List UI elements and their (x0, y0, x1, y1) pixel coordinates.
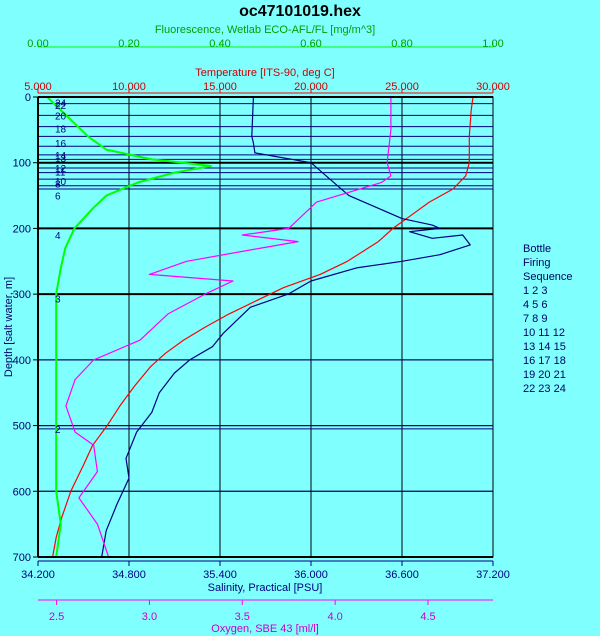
bottle-marker-label: 4 (55, 231, 61, 242)
bottle-marker-label: 20 (55, 111, 67, 122)
fluor-tick-label: 0.60 (300, 38, 321, 50)
legend-row: 19 20 21 (523, 369, 566, 381)
temp-tick-label: 30.000 (476, 81, 510, 93)
depth-tick-label: 700 (13, 552, 31, 564)
fluor-series-line (46, 96, 212, 558)
bottle-marker-label: 2 (55, 425, 61, 436)
fluor-tick-label: 0.80 (391, 38, 412, 50)
depth-tick-label: 600 (13, 486, 31, 498)
oxygen-axis-label: Oxygen, SBE 43 [ml/l] (211, 623, 319, 635)
sal-tick-label: 37.200 (476, 569, 510, 581)
temp-tick-label: 15.000 (203, 81, 237, 93)
temp-tick-label: 20.000 (294, 81, 328, 93)
oxy-tick-label: 3.0 (142, 611, 157, 623)
plot-series (46, 96, 474, 558)
temp-tick-label: 5.000 (24, 81, 52, 93)
oxy-tick-label: 4.5 (420, 611, 435, 623)
legend-title-line: Firing (523, 257, 551, 269)
bottle-marker-label: 10 (55, 177, 67, 188)
temp-series-line (52, 96, 474, 558)
fluor-tick-label: 1.00 (482, 38, 503, 50)
bottle-marker-label: 24 (55, 98, 67, 109)
legend-row: 1 2 3 (523, 285, 547, 297)
legend-row: 10 11 12 (523, 327, 565, 339)
grid (38, 97, 493, 557)
bottle-marker-label: 3 (55, 295, 61, 306)
fluor-tick-label: 0.00 (27, 38, 48, 50)
temperature-axis-label: Temperature [ITS-90, deg C] (195, 67, 334, 79)
sal-series-line (101, 96, 471, 558)
sal-tick-label: 35.400 (203, 569, 237, 581)
legend-row: 4 5 6 (523, 299, 547, 311)
depth-tick-label: 400 (13, 355, 31, 367)
sal-tick-label: 34.800 (112, 569, 146, 581)
legend-row: 22 23 24 (523, 383, 566, 395)
temp-tick-label: 25.000 (385, 81, 419, 93)
fluorescence-axis-label: Fluorescence, Wetlab ECO-AFL/FL [mg/m^3] (155, 24, 375, 36)
bottle-marker-label: 8 (55, 180, 61, 191)
bottle-legend: Bottle Firing Sequence 1 2 3 4 5 6 7 8 9 10 11… (523, 243, 573, 395)
oxy-series-line (65, 97, 392, 558)
bottle-marker-label: 13 (55, 154, 67, 165)
bottle-marker-label: 22 (55, 101, 67, 112)
plot-area (37, 96, 494, 558)
bottle-marker-label: 16 (55, 139, 67, 150)
fluor-tick-label: 0.20 (118, 38, 139, 50)
chart-title: oc47101019.hex (239, 3, 361, 20)
sal-tick-label: 36.000 (294, 569, 328, 581)
legend-row: 16 17 18 (523, 355, 566, 367)
depth-tick-label: 100 (13, 158, 31, 170)
depth-tick-label: 500 (13, 421, 31, 433)
legend-title-line: Sequence (523, 271, 573, 283)
legend-row: 13 14 15 (523, 341, 566, 353)
salinity-axis-label: Salinity, Practical [PSU] (208, 582, 323, 594)
temp-tick-label: 10.000 (112, 81, 146, 93)
sal-tick-label: 36.600 (385, 569, 419, 581)
depth-tick-label: 200 (13, 223, 31, 235)
oxy-tick-label: 2.5 (49, 611, 64, 623)
oxy-tick-label: 3.5 (235, 611, 250, 623)
bottle-marker-label: 12 (55, 164, 67, 175)
fluor-tick-label: 0.40 (209, 38, 230, 50)
bottle-marker-label: 14 (55, 151, 67, 162)
bottle-marker-label: 6 (55, 192, 61, 203)
axes: 0.00 0.20 0.40 0.60 0.80 1.00 5.000 10.000 15.00… (13, 38, 510, 623)
depth-axis-label: Depth [salt water, m] (3, 277, 15, 377)
bottle-marker-label: 11 (55, 167, 66, 178)
oxy-tick-label: 4.0 (327, 611, 342, 623)
sal-tick-label: 34.200 (21, 569, 55, 581)
legend-row: 7 8 9 (523, 313, 547, 325)
depth-tick-label: 300 (13, 289, 31, 301)
bottle-marker-label: 18 (55, 125, 67, 136)
depth-tick-label: 0 (25, 92, 31, 104)
legend-title-line: Bottle (523, 243, 551, 255)
